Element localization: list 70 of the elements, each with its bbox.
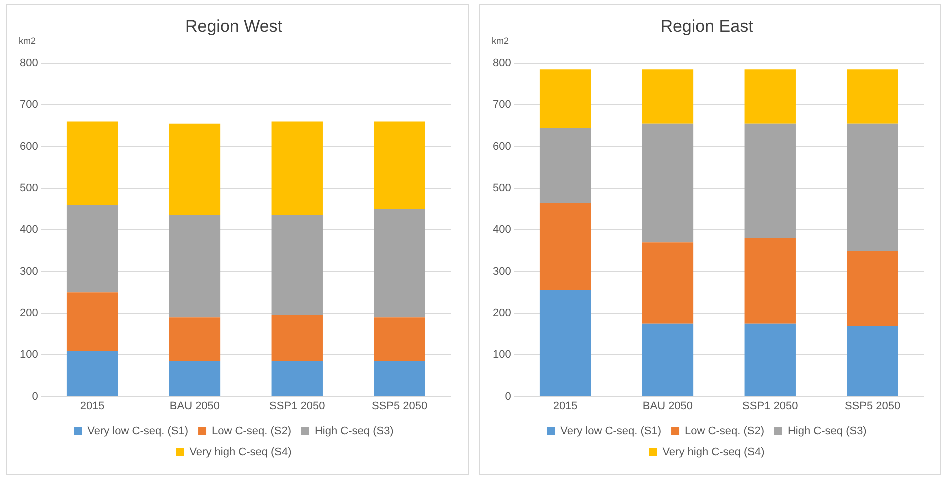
bar <box>374 122 426 210</box>
bar <box>539 290 591 396</box>
bar <box>66 292 118 351</box>
bar <box>169 318 221 362</box>
bar <box>744 324 796 396</box>
y-tick-label: 200 <box>20 307 38 320</box>
y-tick-label: 400 <box>492 224 511 236</box>
x-tick-label: BAU 2050 <box>170 400 220 412</box>
bar <box>642 124 694 243</box>
bar <box>846 70 898 124</box>
bar <box>539 70 591 128</box>
y-tick-label: 0 <box>504 390 511 403</box>
legend-label: Very low C-seq. (S1) <box>88 426 189 438</box>
bar <box>374 209 426 318</box>
x-tick-label: 2015 <box>552 400 578 412</box>
y-axis-title: km2 <box>492 36 509 46</box>
bar <box>169 361 221 396</box>
bar <box>272 361 323 396</box>
y-tick-label: 800 <box>20 57 38 70</box>
y-tick-label: 300 <box>492 266 511 278</box>
bar <box>744 70 796 124</box>
bar <box>272 122 323 216</box>
bar <box>374 318 426 362</box>
y-tick-label: 700 <box>20 99 38 112</box>
y-tick-label: 200 <box>492 307 511 320</box>
y-tick-label: 500 <box>20 182 38 194</box>
bar <box>642 242 694 324</box>
bar <box>846 326 898 396</box>
y-tick-label: 600 <box>492 140 511 153</box>
y-tick-label: 500 <box>492 182 511 194</box>
bar <box>66 205 118 293</box>
bar <box>169 124 221 216</box>
y-tick-label: 100 <box>20 349 38 362</box>
legend-label: Very low C-seq. (S1) <box>560 426 662 438</box>
legend-label: Very high C-seq (S4) <box>662 446 764 459</box>
y-axis-title: km2 <box>19 36 36 46</box>
y-tick-label: 400 <box>20 224 38 236</box>
bar <box>642 324 694 396</box>
bar <box>66 122 118 206</box>
legend-label: High C-seq (S3) <box>314 426 394 438</box>
x-tick-label: SSP1 2050 <box>742 400 798 412</box>
y-tick-label: 600 <box>20 140 38 153</box>
bar <box>846 250 898 326</box>
y-tick-label: 300 <box>20 266 38 278</box>
x-tick-label: BAU 2050 <box>642 400 693 412</box>
bar <box>374 361 426 396</box>
x-tick-label: SSP5 2050 <box>844 400 900 412</box>
x-tick-label: SSP1 2050 <box>270 400 326 412</box>
bar <box>642 70 694 124</box>
legend-label: Very high C-seq (S4) <box>190 446 292 459</box>
bar <box>539 203 591 291</box>
bar <box>539 128 591 204</box>
bar <box>744 238 796 324</box>
bar <box>272 216 323 316</box>
bar <box>169 216 221 318</box>
bar <box>846 124 898 251</box>
legend-label: Low C-seq. (S2) <box>212 426 292 438</box>
x-tick-label: SSP5 2050 <box>372 400 428 412</box>
y-tick-label: 100 <box>492 349 511 362</box>
x-tick-label: 2015 <box>80 400 105 412</box>
y-tick-label: 0 <box>32 390 38 403</box>
legend-label: Low C-seq. (S2) <box>684 426 764 438</box>
bar <box>744 124 796 238</box>
chart-title: Region East <box>660 16 754 36</box>
chart-title: Region West <box>185 16 283 36</box>
bar <box>272 316 323 362</box>
bar <box>66 350 118 396</box>
legend-label: High C-seq (S3) <box>787 426 866 438</box>
y-tick-label: 800 <box>492 57 511 70</box>
y-tick-label: 700 <box>492 99 511 112</box>
